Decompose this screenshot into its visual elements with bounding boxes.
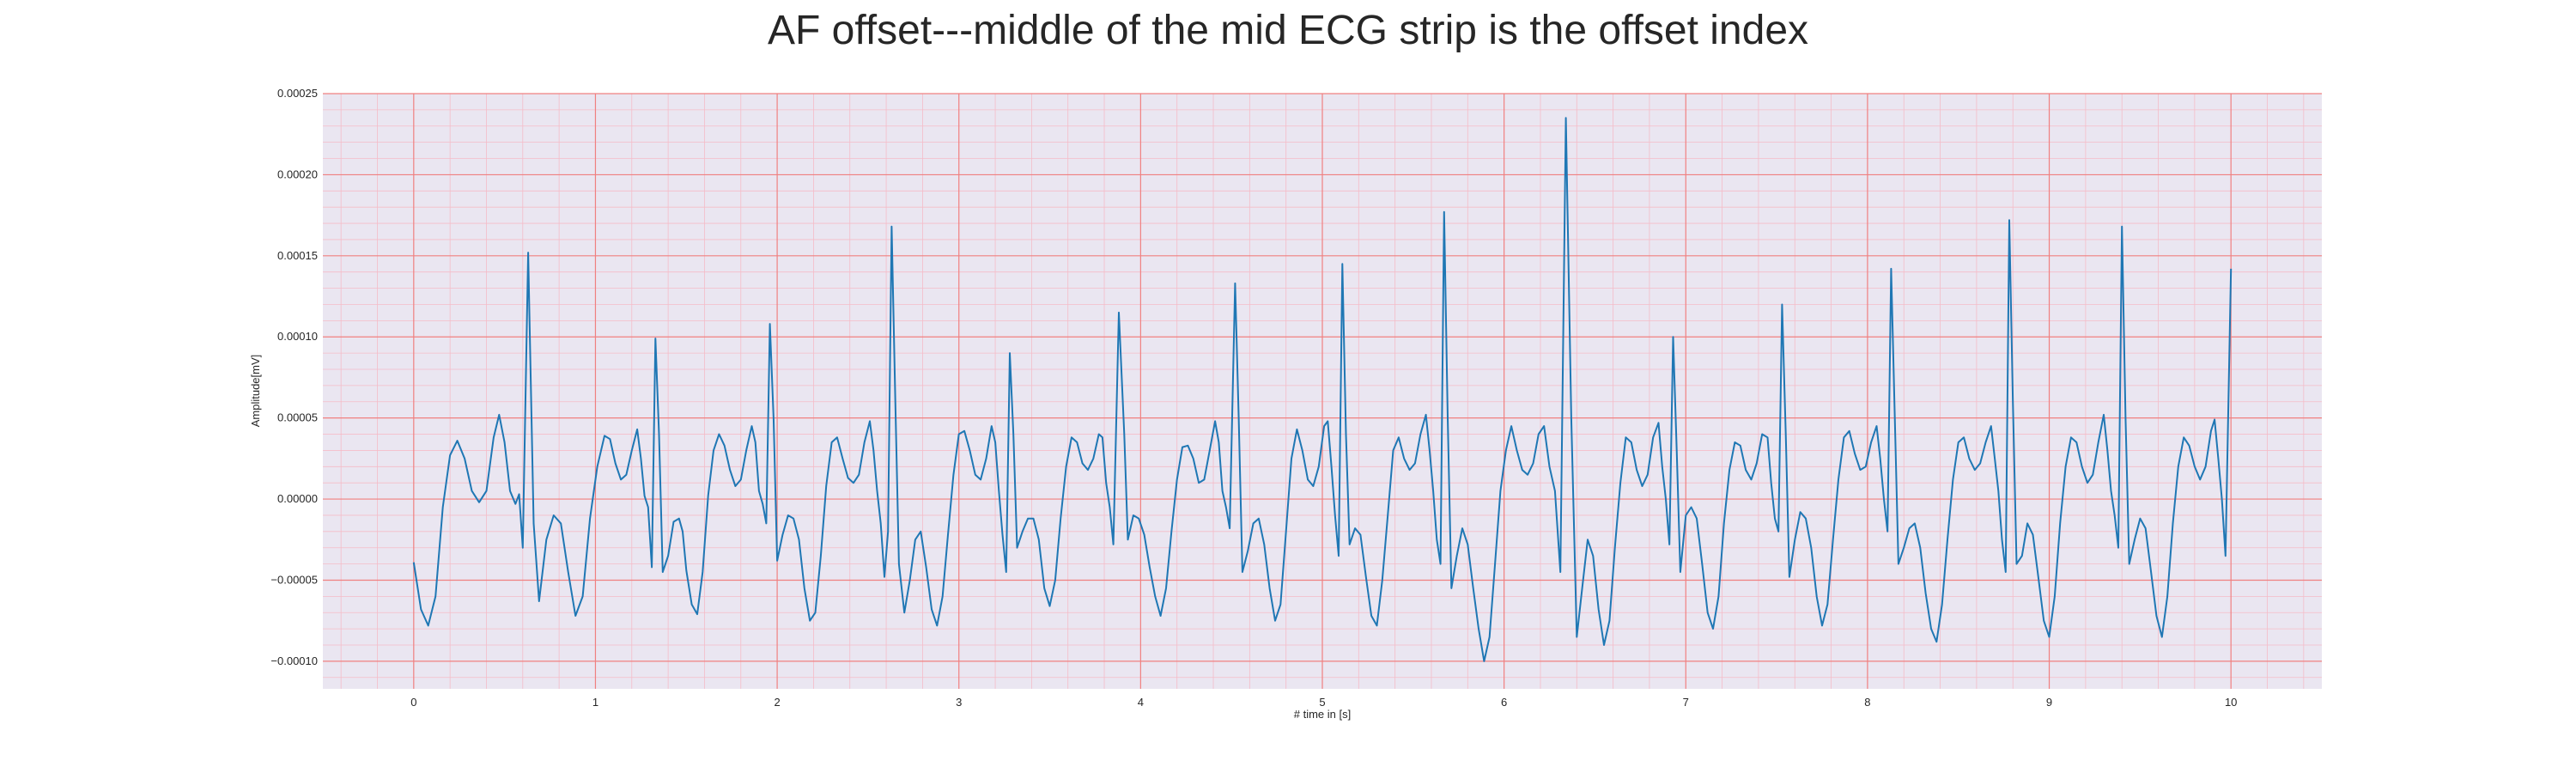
series-layer — [412, 117, 2233, 662]
x-tick-labels: 0 1 2 3 4 5 6 7 8 9 10 — [410, 696, 2237, 709]
y-axis-label: Amplitude[mV] — [249, 355, 262, 428]
y-tick-label: 0.00000 — [277, 492, 318, 505]
y-tick-labels: −0.00010 −0.00005 0.00000 0.00005 0.00010 0.0… — [270, 87, 318, 667]
major-grid — [323, 93, 2322, 689]
x-tick-label: 5 — [1319, 696, 1325, 709]
x-tick-label: 8 — [1864, 696, 1870, 709]
x-tick-label: 6 — [1501, 696, 1507, 709]
x-tick-label: 4 — [1138, 696, 1144, 709]
y-tick-label: −0.00005 — [270, 573, 318, 586]
y-tick-label: 0.00020 — [277, 167, 318, 180]
y-tick-label: 0.00015 — [277, 249, 318, 262]
x-tick-label: 3 — [956, 696, 962, 709]
x-tick-label: 1 — [592, 696, 598, 709]
ecg-series-line — [412, 117, 2233, 662]
x-tick-label: 10 — [2225, 696, 2237, 709]
y-tick-label: −0.00010 — [270, 654, 318, 667]
y-tick-label: 0.00025 — [277, 87, 318, 100]
x-tick-label: 7 — [1683, 696, 1689, 709]
x-tick-label: 2 — [774, 696, 780, 709]
x-tick-label: 0 — [410, 696, 416, 709]
x-axis-label: # time in [s] — [1294, 708, 1351, 721]
x-tick-label: 9 — [2046, 696, 2052, 709]
chart-title: AF offset---middle of the mid ECG strip … — [767, 8, 1809, 53]
y-tick-label: 0.00010 — [277, 330, 318, 343]
y-tick-label: 0.00005 — [277, 411, 318, 424]
